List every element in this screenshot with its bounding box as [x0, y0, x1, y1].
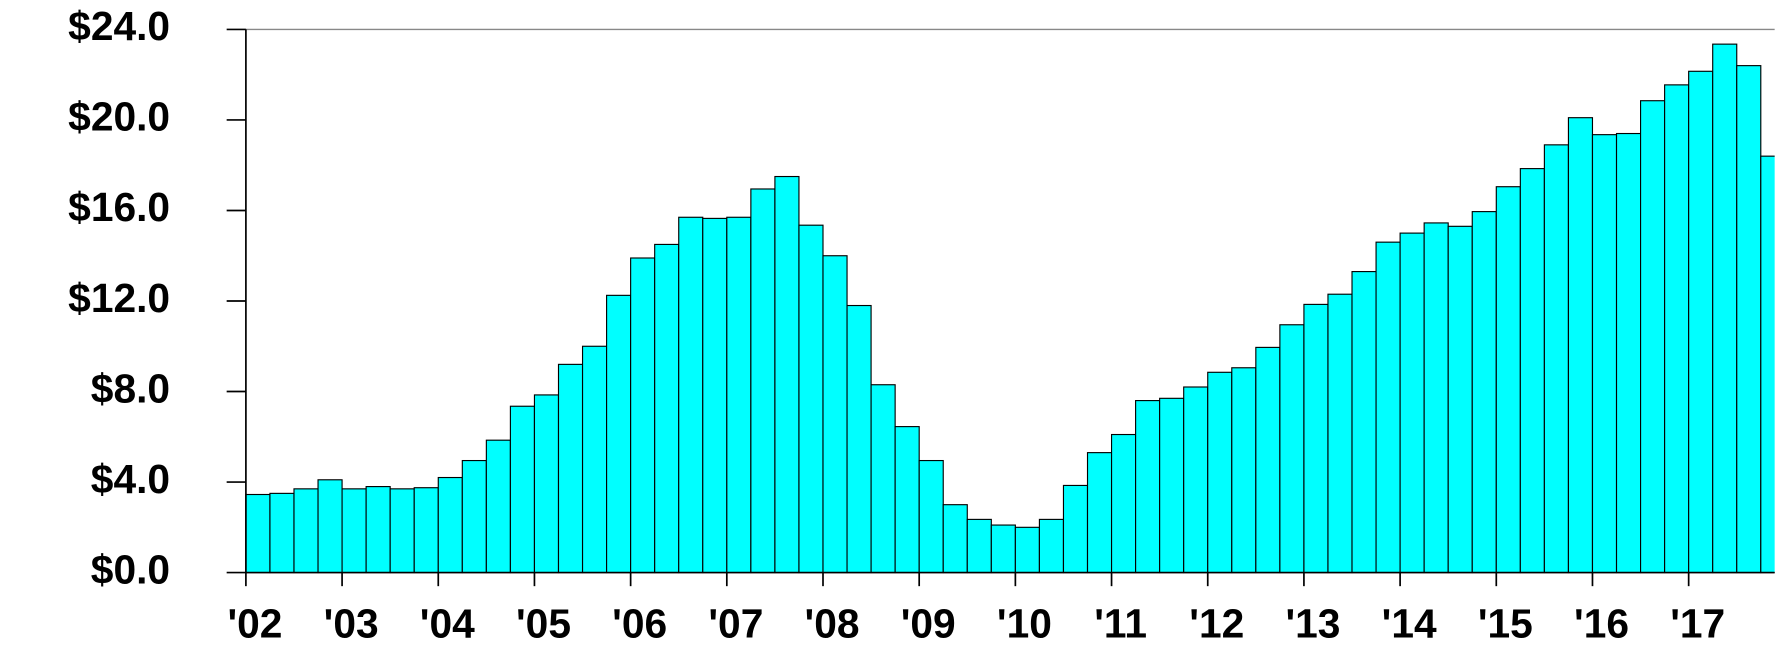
x-tick-label: '02 [227, 601, 282, 645]
bar [293, 488, 319, 574]
x-tick-label: '16 [1574, 601, 1629, 645]
bar [678, 216, 704, 574]
bar [966, 518, 992, 574]
bar [1351, 271, 1377, 574]
bar [1736, 65, 1762, 574]
bar [1543, 144, 1569, 574]
bar [1327, 293, 1353, 574]
bar [269, 492, 295, 574]
bar [798, 224, 824, 574]
bar [413, 487, 439, 574]
x-tick-label: '12 [1189, 601, 1244, 645]
x-tick-label: '09 [901, 601, 956, 645]
x-tick-label: '11 [1094, 601, 1147, 645]
bar [1447, 225, 1473, 574]
bar [606, 294, 632, 574]
bar [1110, 433, 1137, 574]
bar [1375, 241, 1401, 574]
bar [1279, 324, 1305, 574]
bar [1014, 526, 1040, 574]
bar [990, 524, 1016, 574]
bar [1135, 400, 1161, 574]
y-tick-label: $8.0 [91, 365, 170, 411]
bar [918, 459, 944, 574]
bar [389, 488, 415, 574]
x-tick-label: '14 [1382, 601, 1437, 645]
bar [1760, 155, 1775, 574]
x-tick-label: '10 [997, 601, 1052, 645]
bar [1062, 484, 1089, 574]
bar [509, 405, 536, 574]
x-tick-label: '04 [420, 601, 475, 645]
bar [1567, 117, 1594, 574]
x-tick-label: '13 [1285, 601, 1340, 645]
bar [1471, 211, 1497, 574]
bar [1303, 303, 1329, 574]
bar [533, 394, 560, 574]
bar [437, 476, 463, 574]
bar [1519, 168, 1545, 574]
bar [822, 255, 848, 574]
y-tick-label: $12.0 [68, 275, 170, 321]
x-tick-label: '06 [612, 601, 667, 645]
bar [726, 216, 752, 574]
x-tick-label: '08 [805, 601, 860, 645]
bar [485, 439, 511, 574]
bar [630, 257, 656, 574]
x-tick-label: '03 [324, 601, 379, 645]
bar [1038, 518, 1065, 574]
bar [1231, 367, 1257, 574]
bar [774, 175, 800, 574]
bar [1688, 70, 1714, 574]
bar [581, 345, 608, 574]
x-tick-label: '07 [708, 601, 763, 645]
x-tick-label: '05 [516, 601, 571, 645]
y-tick-label: $16.0 [68, 184, 170, 230]
bar [1664, 84, 1690, 574]
bar [1423, 222, 1449, 574]
bar [1086, 452, 1113, 574]
bar [245, 493, 271, 574]
bar [1640, 100, 1666, 574]
bar [702, 217, 728, 574]
bar [1495, 186, 1521, 574]
bar [341, 488, 367, 574]
bar [1159, 397, 1185, 574]
x-tick-label: '15 [1478, 601, 1533, 645]
bar [1615, 132, 1642, 574]
bar [317, 479, 343, 574]
y-tick-label: $4.0 [91, 456, 170, 502]
bar [750, 188, 776, 574]
bar [1399, 232, 1425, 574]
y-tick-label: $0.0 [91, 546, 170, 592]
bar [557, 363, 584, 574]
bar [1591, 134, 1618, 574]
bar [461, 459, 487, 574]
bar [846, 304, 872, 574]
y-tick-label: $20.0 [68, 94, 170, 140]
plot [245, 43, 1775, 574]
bar [1207, 371, 1233, 574]
bar [894, 426, 920, 574]
bar [870, 384, 896, 574]
bar [654, 243, 680, 574]
bar [1183, 386, 1209, 574]
y-tick-label: $24.0 [68, 3, 170, 49]
bar [942, 504, 968, 574]
bar [1712, 43, 1738, 574]
bar [1255, 346, 1281, 574]
bar [365, 486, 391, 574]
x-tick-label: '17 [1670, 601, 1725, 645]
